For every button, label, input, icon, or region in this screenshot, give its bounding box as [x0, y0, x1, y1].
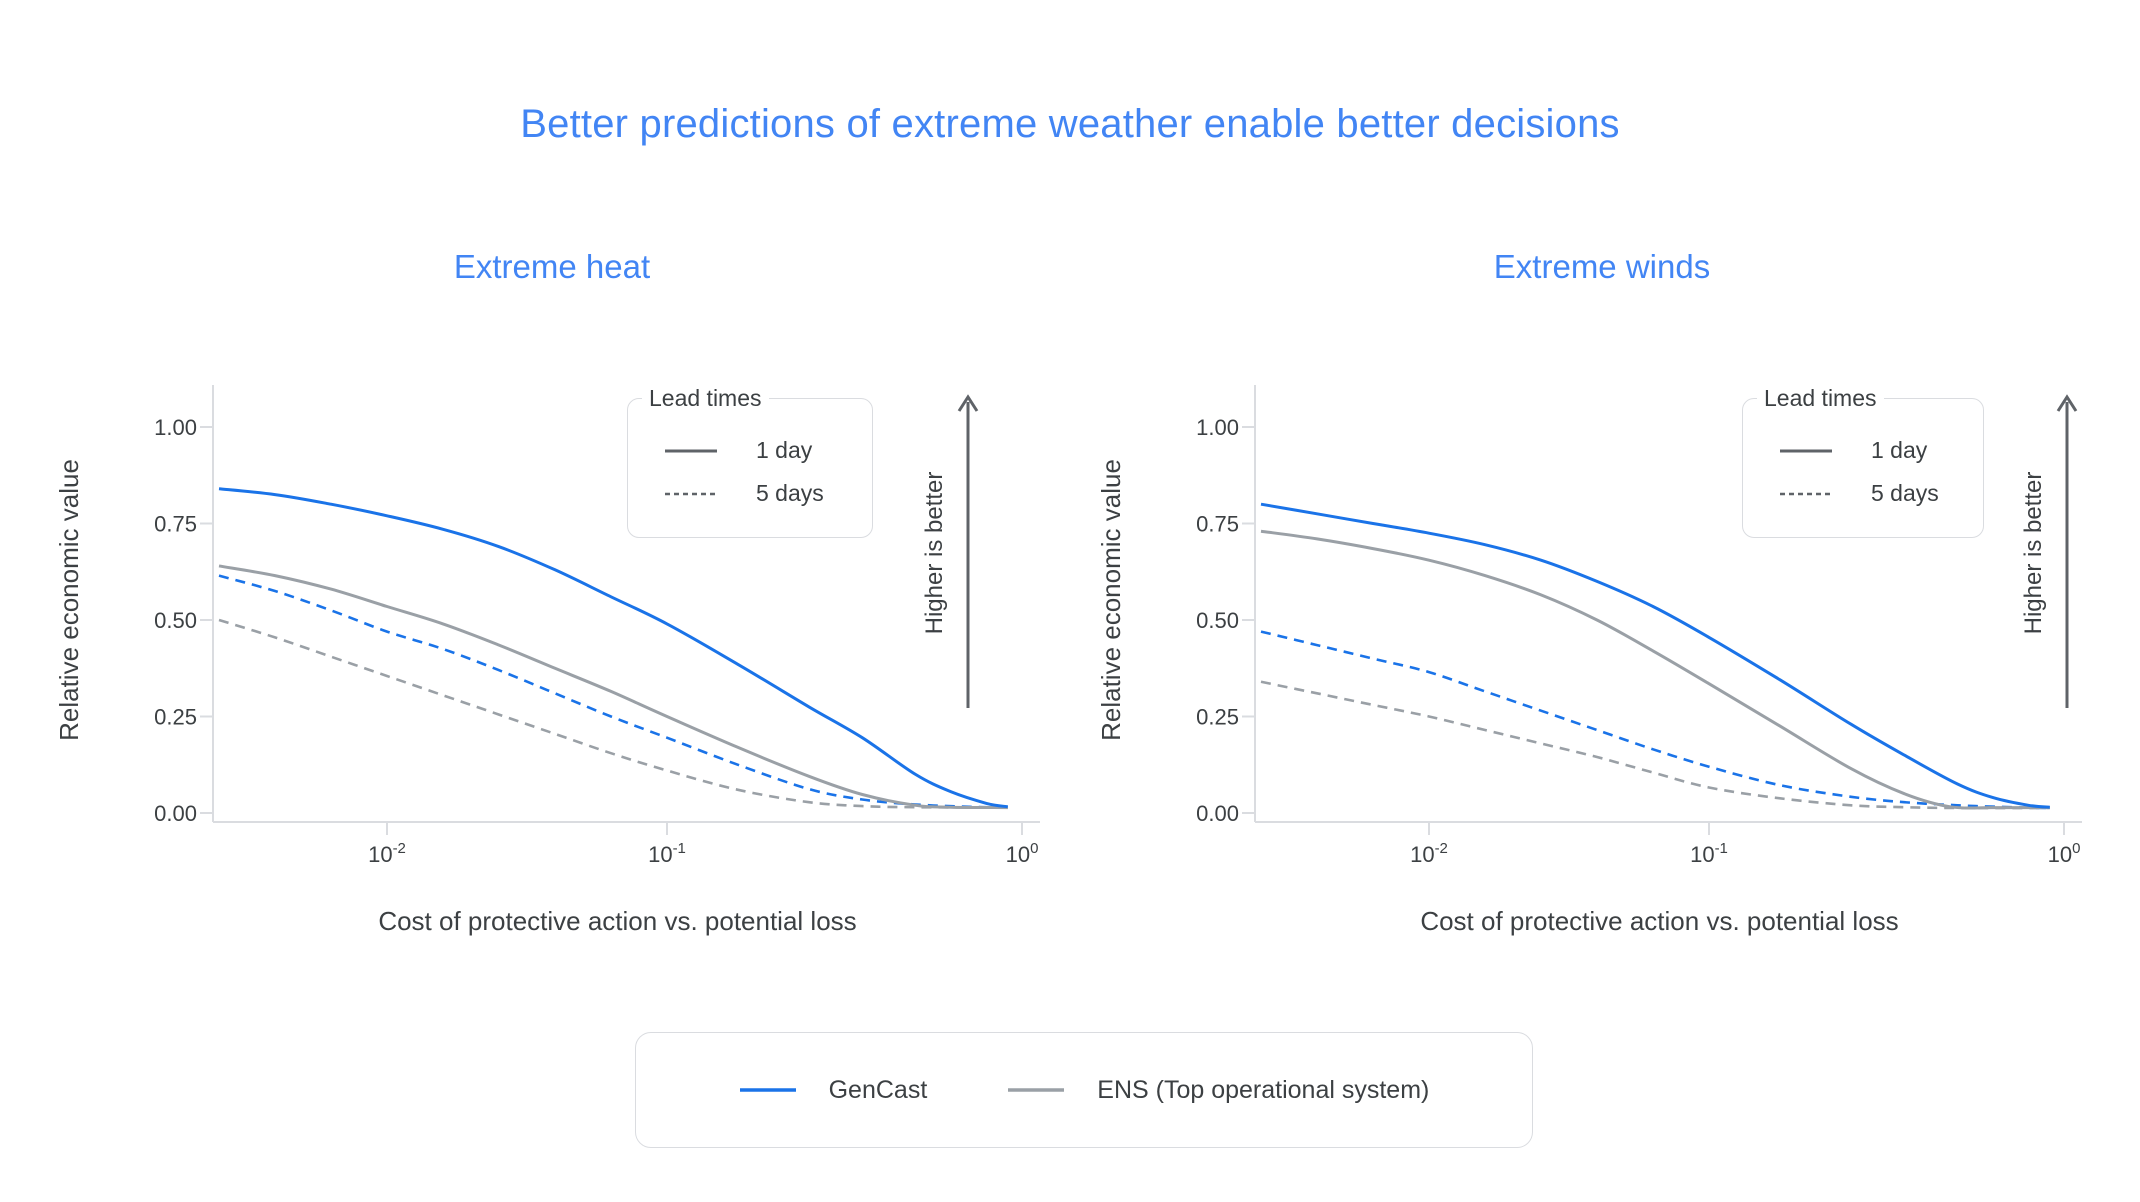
extreme-heat-ens-5days-curve [218, 618, 1008, 809]
dashed-line-sample-icon [1780, 492, 1832, 495]
extreme-heat-x-tick-label: 10-1 [648, 840, 686, 867]
lead-times-item-1day: 1 day [1743, 437, 1983, 464]
extreme-heat-x-tick-label: 100 [1006, 840, 1039, 867]
figure-title: Better predictions of extreme weather en… [520, 102, 1620, 146]
solid-line-sample-icon [1780, 449, 1832, 452]
extreme-heat-ylabel: Relative economic value [54, 459, 84, 741]
gencast-line-sample-icon [739, 1088, 796, 1092]
lead-times-legend-right: Lead times 1 day 5 days [1742, 385, 1984, 538]
panel-title-extreme-heat: Extreme heat [453, 248, 651, 285]
series-legend-label: ENS (Top operational system) [1097, 1075, 1430, 1104]
extreme-winds-gencast-1day-curve [1260, 502, 2050, 809]
extreme-heat-y-tick-label: 1.00 [154, 415, 197, 440]
extreme-winds-gencast-5days-curve [1260, 630, 2050, 810]
higher-is-better-label: Higher is better [921, 472, 948, 635]
series-legend: GenCast ENS (Top operational system) [635, 1032, 1533, 1148]
dashed-line-sample-icon [665, 492, 717, 495]
lead-times-item-label: 1 day [1871, 437, 1928, 463]
extreme-winds-x-tick-label: 10-2 [1410, 840, 1448, 867]
series-legend-item-gencast: GenCast [739, 1075, 928, 1105]
panel-title-extreme-winds: Extreme winds [1493, 248, 1711, 285]
lead-times-legend-title: Lead times [1757, 385, 1884, 412]
extreme-heat-y-tick-label: 0.50 [154, 608, 197, 633]
lead-times-item-5days: 5 days [628, 480, 872, 507]
extreme-heat-gencast-1day-curve [218, 487, 1009, 809]
extreme-heat-y-tick-label: 0.75 [154, 512, 197, 537]
higher-is-better-arrowhead-icon [2056, 394, 2078, 412]
extreme-winds-y-tick-label: 0.25 [1196, 705, 1239, 730]
extreme-heat-y-tick-label: 0.25 [154, 705, 197, 730]
lead-times-legend-left: Lead times 1 day 5 days [627, 385, 873, 538]
lead-times-legend-rows: 1 day 5 days [1743, 399, 1983, 537]
series-legend-label: GenCast [828, 1075, 928, 1104]
extreme-winds-ens-1day-curve [1260, 529, 2050, 810]
higher-is-better-label: Higher is better [2020, 472, 2047, 635]
extreme-heat-y-tick-label: 0.00 [154, 801, 197, 826]
lead-times-item-label: 5 days [756, 480, 824, 506]
higher-is-better-arrowhead-icon [957, 394, 979, 412]
lead-times-item-label: 1 day [756, 437, 813, 463]
extreme-winds-ylabel: Relative economic value [1096, 459, 1126, 741]
lead-times-item-label: 5 days [1871, 480, 1939, 506]
solid-line-sample-icon [665, 449, 717, 452]
extreme-winds-xlabel: Cost of protective action vs. potential … [1420, 906, 1898, 936]
extreme-winds-y-tick-label: 0.75 [1196, 512, 1239, 537]
extreme-winds-x-tick-label: 100 [2048, 840, 2081, 867]
lead-times-legend-title: Lead times [642, 385, 769, 412]
extreme-winds-y-tick-label: 0.00 [1196, 801, 1239, 826]
extreme-winds-y-tick-label: 0.50 [1196, 608, 1239, 633]
lead-times-legend-rows: 1 day 5 days [628, 399, 872, 537]
extreme-winds-y-tick-label: 1.00 [1196, 415, 1239, 440]
ens-line-sample-icon [1008, 1088, 1065, 1092]
series-legend-item-ens: ENS (Top operational system) [1007, 1076, 1429, 1105]
lead-times-item-5days: 5 days [1743, 480, 1983, 507]
extreme-winds-x-tick-label: 10-1 [1690, 840, 1728, 867]
extreme-heat-x-tick-label: 10-2 [368, 840, 406, 867]
extreme-heat-ens-1day-curve [218, 564, 1008, 810]
extreme-winds-ens-5days-curve [1260, 680, 2050, 810]
extreme-heat-xlabel: Cost of protective action vs. potential … [378, 906, 856, 936]
lead-times-item-1day: 1 day [628, 437, 872, 464]
